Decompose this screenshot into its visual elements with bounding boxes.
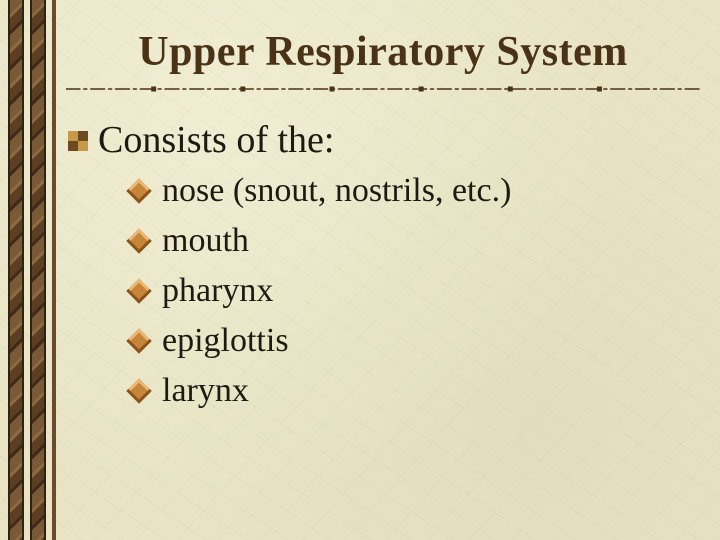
bullet-level1: Consists of the:: [68, 118, 700, 162]
list-item-text: mouth: [162, 222, 249, 260]
list-item: pharynx: [130, 272, 700, 310]
title-divider: [66, 86, 700, 92]
list-item: nose (snout, nostrils, etc.): [130, 172, 700, 210]
list-item-text: epiglottis: [162, 322, 289, 360]
decorative-side-border: [0, 0, 56, 540]
slide-title: Upper Respiratory System: [66, 28, 700, 76]
slide-content: Upper Respiratory System Consists of the…: [56, 0, 720, 540]
title-emphasis: Upper: [138, 29, 254, 75]
diamond-bullet-icon: [126, 378, 151, 403]
level2-list: nose (snout, nostrils, etc.) mouth phary…: [130, 172, 700, 410]
list-item-text: larynx: [162, 372, 249, 410]
slide: Upper Respiratory System Consists of the…: [0, 0, 720, 540]
list-item: larynx: [130, 372, 700, 410]
diamond-bullet-icon: [126, 328, 151, 353]
diamond-bullet-icon: [126, 178, 151, 203]
mosaic-bullet-icon: [68, 131, 88, 151]
diamond-bullet-icon: [126, 228, 151, 253]
level1-text: Consists of the:: [98, 118, 334, 162]
list-item-text: pharynx: [162, 272, 273, 310]
title-rest: Respiratory System: [254, 29, 627, 75]
list-item-text: nose (snout, nostrils, etc.): [162, 172, 511, 210]
list-item: epiglottis: [130, 322, 700, 360]
diamond-bullet-icon: [126, 278, 151, 303]
list-item: mouth: [130, 222, 700, 260]
